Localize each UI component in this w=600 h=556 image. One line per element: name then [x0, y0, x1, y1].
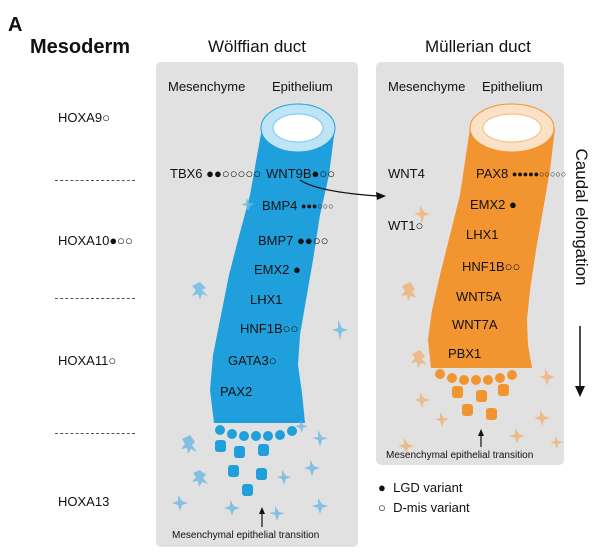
wolffian-budding-cells: [215, 425, 297, 496]
wolffian-epithelium-gene: LHX1: [250, 292, 283, 307]
mullerian-epithelium-gene: PBX1: [448, 346, 482, 361]
mesoderm-label: Mesoderm: [30, 36, 131, 58]
divider-line: [55, 298, 135, 299]
wolffian-duct-lumen: [272, 113, 324, 143]
wolffian-epithelium-gene: BMP4 ●●●○○○: [262, 198, 334, 213]
hox-gene-label: HOXA9○: [58, 110, 110, 125]
mullerian-transition-label: Mesenchymal epithelial transition: [386, 450, 534, 461]
wnt9b-signal-arrowhead: [376, 192, 386, 200]
wolffian-epithelium-gene: GATA3○: [228, 353, 277, 368]
mullerian-duct-lumen: [482, 113, 542, 143]
mullerian-epithelium-gene: LHX1: [466, 227, 499, 242]
mullerian-epithelium-gene: PAX8 ●●●●●○○○○○: [476, 166, 567, 181]
wolffian-mesenchyme-label: Mesenchyme: [168, 79, 246, 94]
mullerian-mesenchymal-cells: [398, 205, 563, 454]
mullerian-epithelium-gene: HNF1B○○: [462, 259, 521, 274]
divider-line: [55, 433, 135, 434]
wolffian-title: Wölffian duct: [208, 37, 306, 56]
divider-line: [55, 180, 135, 181]
wolffian-transition-arrowhead: [259, 507, 265, 514]
panel-label: A: [8, 14, 23, 36]
mullerian-epithelium-gene: WNT5A: [456, 289, 502, 304]
mullerian-mesenchyme-gene: WNT4: [388, 166, 425, 181]
mullerian-title: Müllerian duct: [425, 37, 531, 56]
caudal-elongation-label: Caudal elongation: [572, 148, 591, 286]
wolffian-epithelium-label: Epithelium: [272, 79, 333, 94]
wolffian-mesenchymal-cells: [172, 198, 348, 521]
hox-gene-label: HOXA10●○○: [58, 233, 133, 248]
mullerian-duct-tube: [428, 128, 555, 368]
wolffian-transition-label: Mesenchymal epithelial transition: [172, 530, 320, 541]
mullerian-budding-cells: [435, 369, 517, 420]
wnt9b-signal-arrow: [299, 179, 379, 197]
wolffian-mesenchyme-gene: TBX6 ●●○○○○○: [170, 166, 262, 181]
wolffian-epithelium-gene: HNF1B○○: [240, 321, 299, 336]
hox-gene-label: HOXA13: [58, 494, 110, 509]
wolffian-epithelium-gene: EMX2 ●: [254, 262, 301, 277]
caudal-elongation-arrowhead: [575, 386, 585, 397]
wolffian-epithelium-gene: PAX2: [220, 384, 253, 399]
wolffian-epithelium-gene: WNT9B●○○: [266, 166, 336, 181]
mullerian-transition-arrowhead: [478, 429, 484, 436]
mullerian-mesenchyme-label: Mesenchyme: [388, 79, 466, 94]
mullerian-epithelium-gene: EMX2 ●: [470, 197, 517, 212]
wolffian-duct-tube: [210, 128, 335, 423]
mullerian-epithelium-gene: WNT7A: [452, 317, 498, 332]
legend-lgd-variant: ● LGD variant: [378, 480, 463, 495]
wolffian-epithelium-gene: BMP7 ●●○○: [258, 233, 329, 248]
hox-gene-label: HOXA11○: [58, 353, 117, 368]
mullerian-epithelium-label: Epithelium: [482, 79, 543, 94]
legend-dmis-variant: ○ D-mis variant: [378, 500, 470, 515]
mullerian-mesenchyme-gene: WT1○: [388, 218, 424, 233]
